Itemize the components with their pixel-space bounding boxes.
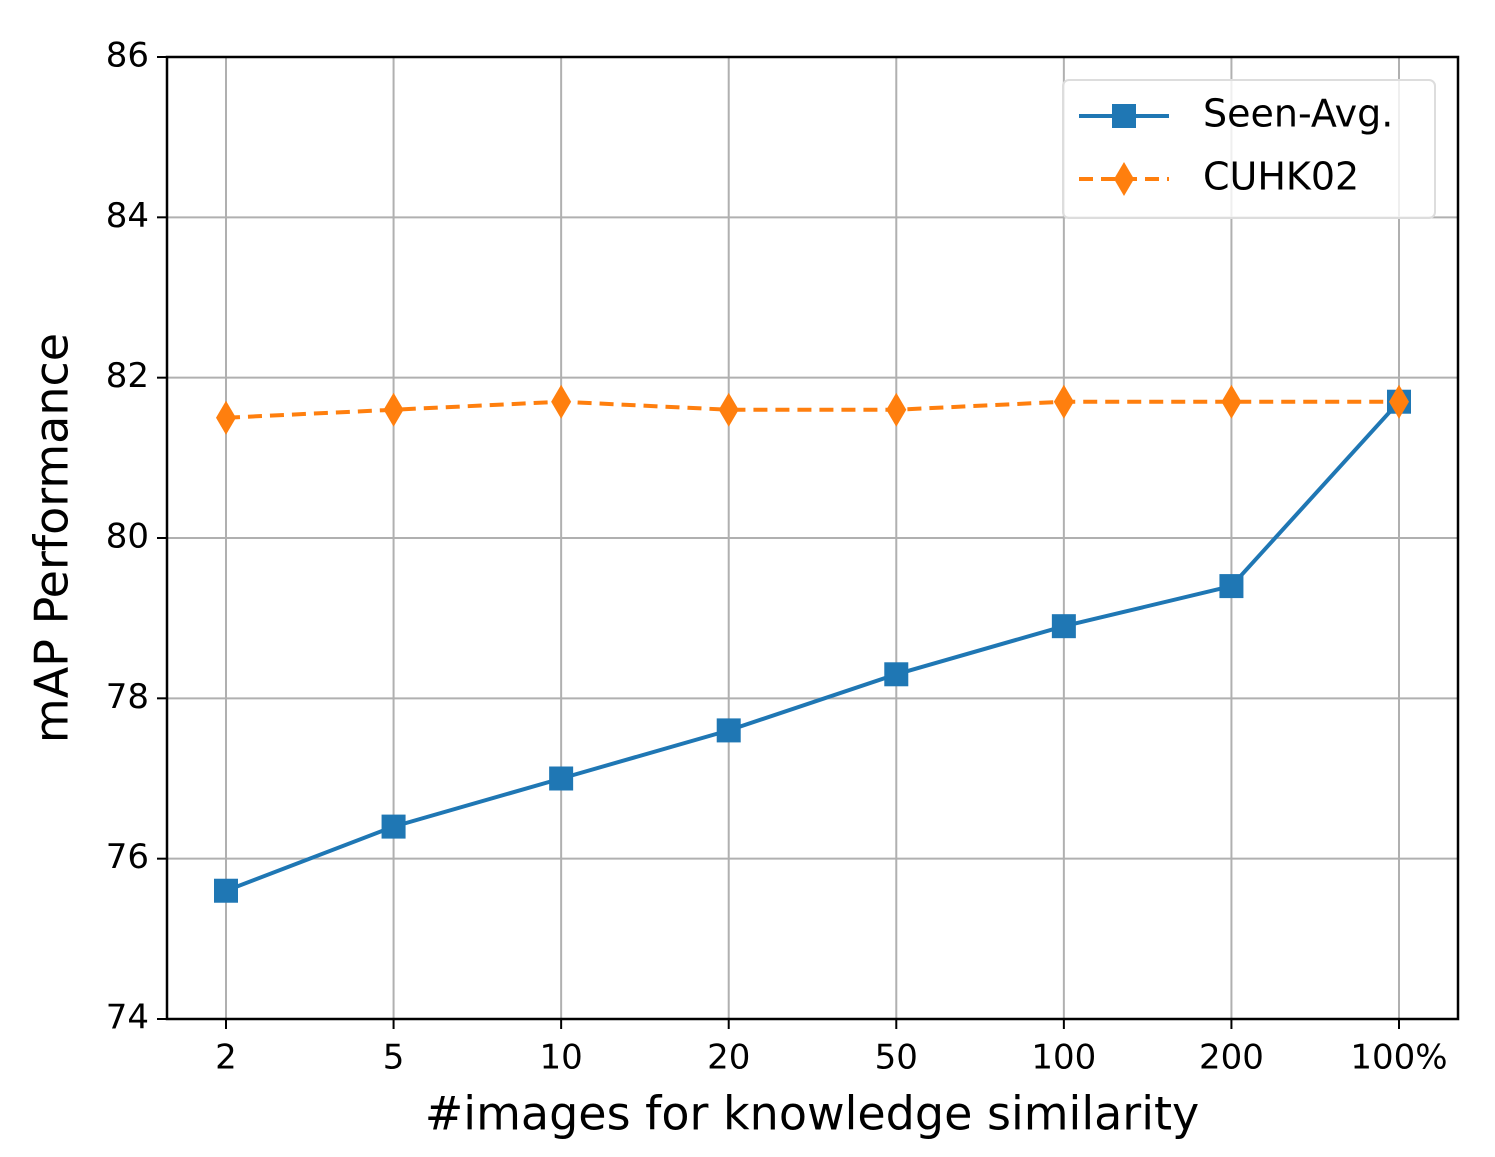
marker	[383, 392, 404, 427]
marker	[1221, 384, 1242, 419]
x-tick-label: 200	[1199, 1038, 1264, 1078]
marker	[381, 814, 406, 839]
y-tick-label: 78	[106, 677, 149, 717]
y-tick-label: 76	[106, 837, 149, 877]
y-tick-label: 74	[106, 998, 149, 1038]
marker	[1219, 574, 1244, 599]
series-line	[225, 400, 1401, 893]
y-axis-label: mAP Performance	[25, 333, 79, 743]
marker	[716, 718, 741, 743]
y-tick-label: 84	[106, 196, 149, 236]
x-tick-label: 100%	[1350, 1038, 1447, 1078]
x-tick-label: 5	[383, 1038, 405, 1078]
legend-marker	[1114, 162, 1134, 196]
marker	[1389, 384, 1409, 419]
marker	[551, 384, 572, 419]
marker	[214, 878, 238, 903]
marker	[549, 766, 574, 791]
y-tick-label: 86	[106, 36, 149, 76]
marker	[718, 392, 739, 427]
y-tick-label: 82	[106, 356, 149, 396]
x-axis-label: #images for knowledge similarity	[425, 1087, 1200, 1141]
y-tick-label: 80	[106, 517, 149, 557]
x-tick-label: 20	[707, 1038, 750, 1078]
legend-marker	[1112, 104, 1136, 128]
marker	[886, 392, 907, 427]
plot-frame	[165, 55, 1460, 1021]
x-tick-label: 10	[540, 1038, 583, 1078]
marker	[216, 400, 236, 435]
x-tick-label: 2	[215, 1038, 237, 1078]
legend-label: CUHK02	[1203, 155, 1359, 199]
legend-label: Seen-Avg.	[1203, 92, 1393, 136]
x-tick-label: 100	[1031, 1038, 1096, 1078]
marker	[884, 662, 909, 687]
series-line	[225, 399, 1399, 420]
marker	[1053, 384, 1074, 419]
marker	[1051, 614, 1076, 639]
x-tick-label: 50	[875, 1038, 918, 1078]
